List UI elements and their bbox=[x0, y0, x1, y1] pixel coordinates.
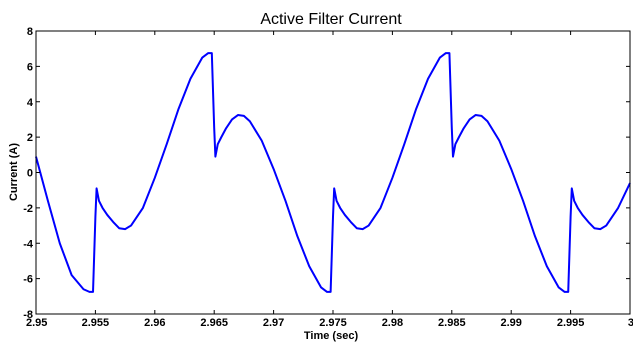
x-tick-label: 2.99 bbox=[500, 317, 521, 329]
x-tick-label: 2.96 bbox=[144, 317, 165, 329]
x-tick-label: 2.985 bbox=[438, 317, 466, 329]
x-tick-label: 2.995 bbox=[557, 317, 585, 329]
y-tick-label: 6 bbox=[27, 61, 33, 73]
x-tick-label: 2.975 bbox=[319, 317, 347, 329]
y-tick-label: -2 bbox=[23, 203, 33, 215]
y-tick-label: 8 bbox=[27, 26, 33, 38]
x-tick-label: 2.965 bbox=[200, 317, 228, 329]
x-axis-ticks: 2.95 2.955 2.96 2.965 2.97 2.975 2.98 2.985 2.99… bbox=[26, 31, 633, 329]
x-tick-label: 3 bbox=[628, 317, 633, 329]
y-tick-label: -8 bbox=[23, 309, 33, 321]
x-tick-label: 2.955 bbox=[82, 317, 110, 329]
y-tick-label: 0 bbox=[27, 168, 33, 180]
y-tick-label: -4 bbox=[23, 238, 34, 250]
series-line-1 bbox=[35, 52, 631, 293]
y-axis-ticks: -8 -6 -4 -2 0 2 4 6 8 bbox=[23, 26, 630, 321]
plot-frame bbox=[35, 30, 631, 315]
x-axis-label: Time (sec) bbox=[304, 330, 359, 342]
x-tick-label: 2.95 bbox=[26, 317, 47, 329]
data-layer bbox=[35, 52, 631, 293]
x-tick-label: 2.97 bbox=[263, 317, 284, 329]
plot-area bbox=[36, 31, 630, 314]
y-tick-label: 2 bbox=[27, 132, 33, 144]
y-axis-label: Current (A) bbox=[8, 143, 20, 201]
chart-title: Active Filter Current bbox=[260, 11, 402, 28]
y-tick-label: 4 bbox=[27, 97, 34, 109]
x-tick-label: 2.98 bbox=[382, 317, 403, 329]
y-tick-label: -6 bbox=[23, 274, 33, 286]
